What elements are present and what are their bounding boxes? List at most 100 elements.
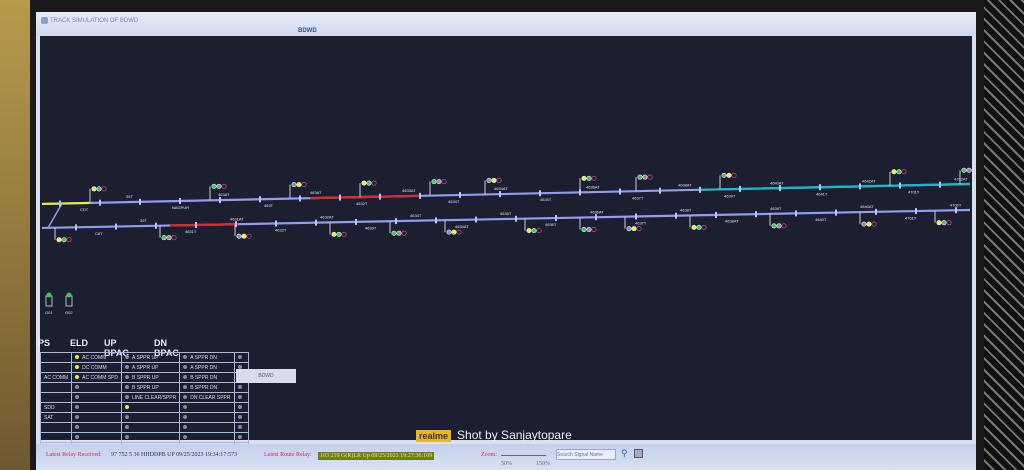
signal-aspect-icon[interactable] <box>891 169 897 175</box>
signal-aspect-icon[interactable] <box>486 177 492 183</box>
signal-aspect-icon[interactable] <box>637 174 643 180</box>
signal-aspect-icon[interactable] <box>871 221 877 227</box>
signal-aspect-icon[interactable] <box>696 224 702 230</box>
signal-aspect-icon[interactable] <box>301 182 307 188</box>
signal-aspect-icon[interactable] <box>56 237 62 243</box>
signal-aspect-icon[interactable] <box>336 231 342 237</box>
signal-aspect-icon[interactable] <box>647 174 653 180</box>
up-line-route-segment[interactable] <box>699 182 971 191</box>
signal-aspect-icon[interactable] <box>456 229 462 235</box>
signal-aspect-icon[interactable] <box>586 175 592 181</box>
signal-aspect-icon[interactable] <box>726 172 732 178</box>
signal-aspect-icon[interactable] <box>591 227 597 233</box>
track-canvas[interactable]: CDT 39T NAGPUR 463AT 463T 463AT 4632T 4633AT 463… <box>38 36 972 453</box>
up-line-occupied-segment[interactable] <box>309 194 421 200</box>
signal-aspect-icon[interactable] <box>631 226 637 232</box>
signal-aspect-icon[interactable] <box>896 169 902 175</box>
signal-aspect-icon[interactable] <box>861 221 867 227</box>
search-icon[interactable]: ⚲ <box>621 448 628 458</box>
ps-table-cell <box>121 412 181 423</box>
ps-table-cell <box>39 362 73 373</box>
signal-aspect-icon[interactable] <box>581 175 587 181</box>
signal-aspect-icon[interactable] <box>446 229 452 235</box>
track-joint <box>435 217 437 224</box>
signal-aspect-icon[interactable] <box>946 220 952 226</box>
signal-aspect-icon[interactable] <box>636 226 642 232</box>
zoom-slider[interactable] <box>501 455 546 456</box>
signal-aspect-icon[interactable] <box>626 226 632 232</box>
signal-aspect-icon[interactable] <box>941 220 947 226</box>
signal-aspect-icon[interactable] <box>216 183 222 189</box>
signal-aspect-icon[interactable] <box>691 224 697 230</box>
signal-aspect-icon[interactable] <box>581 227 587 233</box>
signal-aspect-icon[interactable] <box>901 169 907 175</box>
signal-aspect-icon[interactable] <box>171 235 177 241</box>
signal-aspect-icon[interactable] <box>401 230 407 236</box>
ps-table-row <box>39 432 249 443</box>
signal-aspect-icon[interactable] <box>221 183 227 189</box>
down-track-label: 4640AT <box>860 204 874 209</box>
track-joint <box>419 192 421 199</box>
signal-aspect-icon[interactable] <box>496 177 502 183</box>
signal-aspect-icon[interactable] <box>291 182 297 188</box>
signal-aspect-icon[interactable] <box>391 230 397 236</box>
signal-aspect-icon[interactable] <box>586 227 592 233</box>
status-indicator-icon <box>183 414 188 419</box>
ps-table-row: SDD <box>39 402 249 413</box>
signal-aspect-icon[interactable] <box>341 231 347 237</box>
signal-aspect-icon[interactable] <box>366 180 372 186</box>
signal-aspect-icon[interactable] <box>731 172 737 178</box>
signal-aspect-icon[interactable] <box>396 230 402 236</box>
signal-aspect-icon[interactable] <box>361 180 367 186</box>
down-line-occupied-segment[interactable] <box>169 223 239 227</box>
signal-aspect-icon[interactable] <box>531 228 537 234</box>
track-joint <box>675 212 677 219</box>
signal-aspect-icon[interactable] <box>526 228 532 234</box>
signal-aspect-icon[interactable] <box>331 231 337 237</box>
export-icon[interactable] <box>634 449 643 458</box>
signal-aspect-icon[interactable] <box>966 167 972 173</box>
signal-aspect-icon[interactable] <box>961 167 967 173</box>
search-signal-input[interactable] <box>556 449 616 460</box>
ps-table-text: AC COMM <box>82 354 107 361</box>
signal-aspect-icon[interactable] <box>101 186 107 192</box>
signal-aspect-icon[interactable] <box>241 233 247 239</box>
signal-aspect-icon[interactable] <box>61 237 67 243</box>
signal-aspect-icon[interactable] <box>451 229 457 235</box>
crossover[interactable] <box>47 203 63 229</box>
signal-aspect-icon[interactable] <box>436 179 442 185</box>
bdwd-button[interactable]: BDWD <box>236 369 296 383</box>
status-indicator-icon <box>237 394 242 399</box>
signal-aspect-icon[interactable] <box>371 180 377 186</box>
signal-aspect-icon[interactable] <box>781 223 787 229</box>
signal-aspect-icon[interactable] <box>536 228 542 234</box>
signal-aspect-icon[interactable] <box>161 235 167 241</box>
signal-aspect-icon[interactable] <box>642 174 648 180</box>
ps-table-cell: A SPPR DN <box>179 362 235 373</box>
signal-aspect-icon[interactable] <box>211 183 217 189</box>
signal-aspect-icon[interactable] <box>296 182 302 188</box>
signal-aspect-icon[interactable] <box>721 172 727 178</box>
signal-aspect-icon[interactable] <box>441 179 447 185</box>
signal-aspect-icon[interactable] <box>936 220 942 226</box>
ps-table-text: A SPPR UP <box>132 364 159 371</box>
track-diagram[interactable]: CDT 39T NAGPUR 463AT 463T 463AT 4632T 4633AT 463… <box>40 36 972 440</box>
signal-aspect-icon[interactable] <box>246 233 252 239</box>
up-track-label: 4635T <box>540 197 552 202</box>
track-joint <box>75 224 77 231</box>
signal-aspect-icon[interactable] <box>91 186 97 192</box>
ps-table-text: AC COMM <box>44 374 69 381</box>
signal-aspect-icon[interactable] <box>866 221 872 227</box>
signal-aspect-icon[interactable] <box>591 175 597 181</box>
signal-aspect-icon[interactable] <box>66 237 72 243</box>
ps-table-text: AC COMM SPD <box>82 374 119 381</box>
signal-aspect-icon[interactable] <box>776 223 782 229</box>
signal-aspect-icon[interactable] <box>96 186 102 192</box>
signal-aspect-icon[interactable] <box>431 179 437 185</box>
signal-aspect-icon[interactable] <box>491 177 497 183</box>
signal-aspect-icon[interactable] <box>771 223 777 229</box>
signal-aspect-icon[interactable] <box>166 235 172 241</box>
up-line-selected-segment[interactable] <box>41 201 91 206</box>
signal-aspect-icon[interactable] <box>236 233 242 239</box>
signal-aspect-icon[interactable] <box>701 224 707 230</box>
